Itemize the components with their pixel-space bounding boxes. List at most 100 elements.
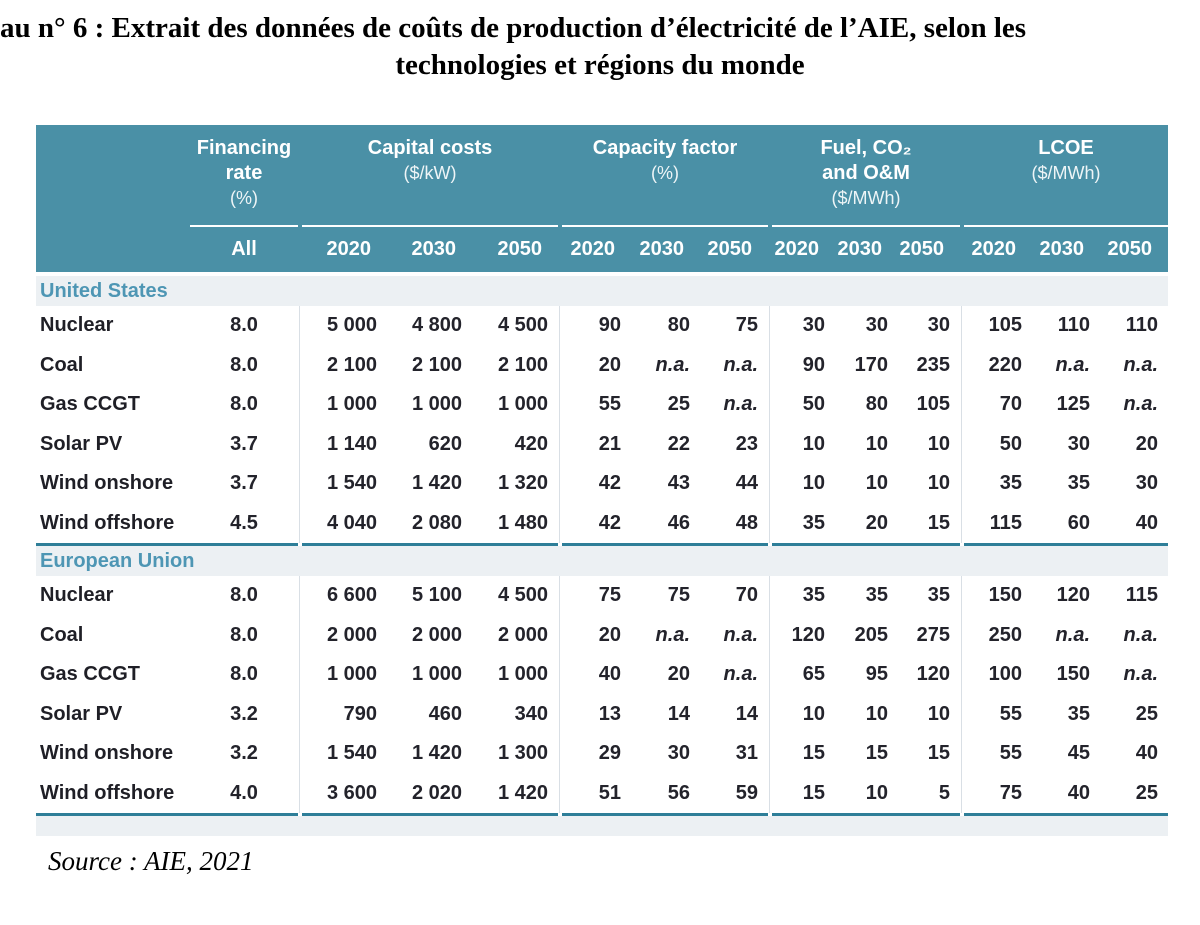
- table-row-coal: Coal 8.0 2 000 2 000 2 000 20 n.a. n.a. 120 205 27…: [36, 615, 1168, 655]
- cell-fuel: 10: [927, 702, 950, 725]
- cell-capital: 1 000: [411, 393, 462, 416]
- cell-lcoe: 250: [988, 623, 1022, 646]
- cell-capacity: 56: [667, 781, 690, 804]
- header-gap: [36, 272, 1168, 276]
- underline-segment: [772, 225, 960, 227]
- cell-capacity: 30: [667, 742, 690, 765]
- cell-capacity: 42: [598, 472, 621, 495]
- cell-capacity: 25: [667, 393, 690, 416]
- cell-capacity: 20: [598, 353, 621, 376]
- cell-capacity: 75: [598, 584, 621, 607]
- cell-fuel: 275: [916, 623, 950, 646]
- cell-capacity: 51: [598, 781, 621, 804]
- column-divider: [960, 694, 964, 734]
- section-header-united-states: United States: [36, 276, 1168, 306]
- cell-capital: 1 000: [326, 663, 377, 686]
- cell-capital: 790: [343, 702, 377, 725]
- cell-capital: 2 000: [326, 623, 377, 646]
- source-caption: Source : AIE, 2021: [48, 846, 254, 876]
- rule-gap: [960, 813, 964, 816]
- column-divider: [768, 773, 772, 813]
- cell-lcoe: n.a.: [1123, 353, 1158, 376]
- cell-capacity: 70: [735, 584, 758, 607]
- cell-fuel: 15: [865, 742, 888, 765]
- cell-lcoe: 30: [1135, 472, 1158, 495]
- rule-segment: [964, 543, 1168, 546]
- cell-financing-rate: 8.0: [230, 623, 258, 646]
- rule-gap: [298, 813, 302, 816]
- table-row-wind-offshore: Wind offshore 4.5 4 040 2 080 1 480 42 46 48 35 2…: [36, 503, 1168, 543]
- cell-fuel: 15: [802, 742, 825, 765]
- year-header: 2050: [707, 238, 753, 260]
- cell-capacity: n.a.: [723, 623, 758, 646]
- cell-financing-rate: 8.0: [230, 314, 258, 337]
- cell-capacity: 42: [598, 511, 621, 534]
- column-divider: [960, 306, 964, 346]
- cell-lcoe: 100: [988, 663, 1022, 686]
- cell-capital: 420: [514, 432, 548, 455]
- rule-segment: [302, 813, 558, 816]
- cell-lcoe: 25: [1135, 702, 1158, 725]
- cell-lcoe: 40: [1135, 511, 1158, 534]
- cell-lcoe: 150: [1056, 663, 1090, 686]
- cell-fuel: 5: [938, 781, 950, 804]
- underline-segment: [190, 225, 298, 227]
- rule-gap: [768, 813, 772, 816]
- column-divider: [960, 424, 964, 464]
- column-divider: [768, 615, 772, 655]
- cell-fuel: 30: [865, 314, 888, 337]
- column-divider: [960, 345, 964, 385]
- rule-segment: [562, 543, 768, 546]
- header-group-title-line: LCOE: [1038, 137, 1094, 159]
- table-row-nuclear: Nuclear 8.0 5 000 4 800 4 500 90 80 75 30 30 30 105…: [36, 306, 1168, 346]
- table-title-line2: technologies et régions du monde: [395, 49, 805, 81]
- cell-fuel: 10: [927, 472, 950, 495]
- header-group-title-line: Fuel, CO₂: [820, 137, 912, 159]
- cell-capital: 1 480: [497, 511, 548, 534]
- cell-capital: 2 100: [411, 353, 462, 376]
- cell-lcoe: 115: [989, 511, 1022, 534]
- cell-lcoe: 220: [988, 353, 1022, 376]
- column-divider: [558, 655, 562, 695]
- row-label: Solar PV: [40, 432, 123, 455]
- column-divider: [298, 615, 302, 655]
- header-year-row: All 2020 2030 2050 2020 2030 2050 2020 2030 2050 2…: [36, 227, 1168, 272]
- section-header-european-union: European Union: [36, 546, 1168, 576]
- year-header: 2030: [837, 238, 883, 260]
- cell-fuel: 10: [802, 702, 825, 725]
- cell-capital: 4 500: [497, 584, 548, 607]
- column-divider: [298, 385, 302, 425]
- table-row-nuclear: Nuclear 8.0 6 600 5 100 4 500 75 75 70 35 35 35 150…: [36, 576, 1168, 616]
- cell-capital: 1 540: [326, 742, 377, 765]
- column-divider: [768, 424, 772, 464]
- cell-lcoe: 60: [1067, 511, 1090, 534]
- cell-capacity: 46: [667, 511, 690, 534]
- cell-lcoe: n.a.: [1055, 353, 1090, 376]
- cell-fuel: 15: [927, 742, 950, 765]
- row-label: Wind onshore: [40, 472, 174, 495]
- column-divider: [558, 424, 562, 464]
- cell-capital: 4 500: [497, 314, 548, 337]
- cell-fuel: 30: [927, 314, 950, 337]
- cell-lcoe: 150: [988, 584, 1022, 607]
- column-divider: [558, 694, 562, 734]
- cell-lcoe: 20: [1135, 432, 1158, 455]
- cell-lcoe: 125: [1056, 393, 1090, 416]
- cell-capital: 460: [428, 702, 462, 725]
- cell-fuel: 50: [802, 393, 825, 416]
- table-row-coal: Coal 8.0 2 100 2 100 2 100 20 n.a. n.a. 90 170 235…: [36, 345, 1168, 385]
- cell-capital: 2 100: [497, 353, 548, 376]
- cell-fuel: 20: [865, 511, 888, 534]
- rule-gap: [768, 543, 772, 546]
- cell-capacity: n.a.: [723, 663, 758, 686]
- cell-fuel: 65: [802, 663, 825, 686]
- underline-skip: [36, 225, 190, 227]
- cell-capacity: 13: [598, 702, 621, 725]
- cell-capacity: 48: [735, 511, 758, 534]
- cell-lcoe: 110: [1125, 314, 1158, 337]
- cell-lcoe: 115: [1125, 584, 1158, 607]
- cell-lcoe: 110: [1057, 314, 1090, 337]
- cell-capital: 1 000: [497, 663, 548, 686]
- cell-capacity: 75: [667, 584, 690, 607]
- year-header: 2020: [971, 238, 1017, 260]
